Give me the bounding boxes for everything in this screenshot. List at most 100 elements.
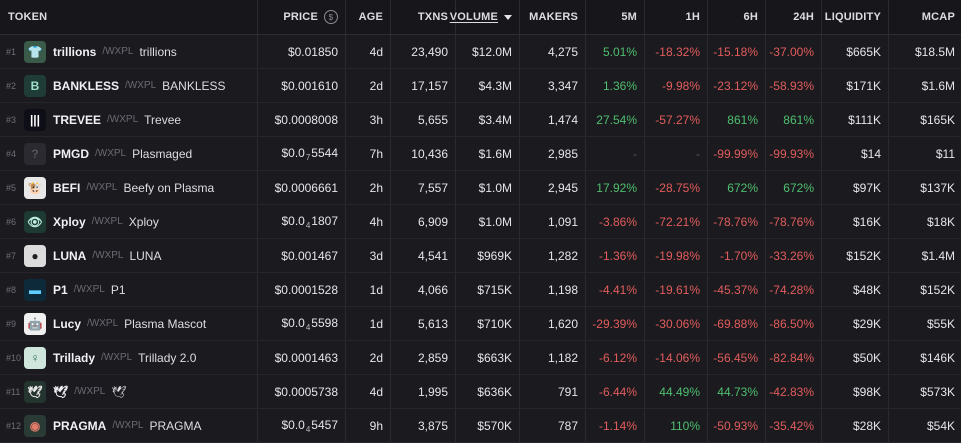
token-name: trillions (139, 44, 177, 59)
volume-cell: $710K (456, 307, 520, 340)
header-txns[interactable]: TXNS (391, 0, 456, 34)
table-row[interactable]: #4 ? PMGD /WXPL Plasmaged $0.075544 7h 1… (0, 137, 961, 171)
price-cell: $0.075544 (258, 137, 346, 170)
token-cell[interactable]: #2 B BANKLESS /WXPL BANKLESS (0, 69, 258, 102)
volume-cell: $969K (456, 239, 520, 272)
cow-icon: 🐮 (24, 176, 46, 199)
change-1h-cell: -19.98% (645, 239, 708, 272)
change-1h-cell: -14.06% (645, 341, 708, 374)
token-cell[interactable]: #3 ||| TREVEE /WXPL Trevee (0, 103, 258, 136)
price-tail: 1807 (311, 213, 338, 228)
change-5m-cell: 1.36% (586, 69, 645, 102)
price-value: $0.0006661 (274, 180, 338, 195)
token-cell[interactable]: #12 ◉ PRAGMA /WXPL PRAGMA (0, 409, 258, 442)
header-price[interactable]: PRICE $ (258, 0, 346, 34)
rank: #12 (6, 420, 22, 431)
token-symbol: trillions (53, 44, 97, 59)
table-row[interactable]: #3 ||| TREVEE /WXPL Trevee $0.0008008 3h… (0, 103, 961, 137)
token-cell[interactable]: #11 🕊 🕊 /WXPL 🕊 (0, 375, 258, 408)
makers-cell: 1,091 (520, 205, 586, 238)
token-pair: /WXPL (73, 284, 105, 295)
table-row[interactable]: #5 🐮 BEFI /WXPL Beefy on Plasma $0.00066… (0, 171, 961, 205)
token-cell[interactable]: #10 ♀ Trillady /WXPL Trillady 2.0 (0, 341, 258, 374)
price-cell: $0.045598 (258, 307, 346, 340)
liquidity-cell: $98K (822, 375, 889, 408)
table-row[interactable]: #2 B BANKLESS /WXPL BANKLESS $0.001610 2… (0, 69, 961, 103)
liquidity-cell: $97K (822, 171, 889, 204)
header-makers[interactable]: MAKERS (520, 0, 586, 34)
price-tail: 5544 (311, 145, 338, 160)
dove-icon: 🕊 (24, 380, 46, 403)
table-row[interactable]: #10 ♀ Trillady /WXPL Trillady 2.0 $0.000… (0, 341, 961, 375)
header-token[interactable]: TOKEN (0, 0, 258, 34)
header-volume[interactable]: VOLUME (450, 0, 520, 34)
price-value: $0.0001528 (274, 282, 338, 297)
token-symbol: BANKLESS (53, 78, 120, 93)
pragma-circle-icon: ◉ (24, 414, 46, 437)
mcap-cell: $146K (920, 350, 955, 365)
token-symbol: TREVEE (53, 112, 102, 127)
change-6h-cell: -78.76% (708, 205, 766, 238)
token-symbol: Lucy (53, 316, 82, 331)
age-cell: 9h (346, 409, 391, 442)
price-zero-count: 7 (305, 152, 311, 162)
txns-cell: 23,490 (391, 35, 456, 68)
token-cell[interactable]: #1 👕 trillions /WXPL trillions (0, 35, 258, 68)
txns-cell: 2,859 (391, 341, 456, 374)
mcap-cell: $18K (926, 214, 955, 229)
token-cell[interactable]: #9 🤖 Lucy /WXPL Plasma Mascot (0, 307, 258, 340)
header-24h[interactable]: 24H (766, 0, 822, 34)
token-pair: /WXPL (112, 420, 144, 431)
token-pair: /WXPL (95, 148, 127, 159)
change-24h-cell: -74.28% (766, 273, 822, 306)
token-symbol: PMGD (53, 146, 89, 161)
token-cell[interactable]: #4 ? PMGD /WXPL Plasmaged (0, 137, 258, 170)
token-cell[interactable]: #7 ● LUNA /WXPL LUNA (0, 239, 258, 272)
makers-cell: 1,620 (520, 307, 586, 340)
change-24h-cell: -58.93% (766, 69, 822, 102)
token-cell[interactable]: #5 🐮 BEFI /WXPL Beefy on Plasma (0, 171, 258, 204)
token-cell[interactable]: #6 👁 Xploy /WXPL Xploy (0, 205, 258, 238)
header-5m[interactable]: 5M (586, 0, 645, 34)
table-row[interactable]: #9 🤖 Lucy /WXPL Plasma Mascot $0.045598 … (0, 307, 961, 341)
change-6h-cell: -15.18% (708, 35, 766, 68)
change-6h-cell: 44.73% (708, 375, 766, 408)
price-main: $0.0 (281, 145, 305, 160)
mcap-cell: $18.5M (914, 44, 955, 59)
txns-cell: 4,541 (391, 239, 456, 272)
change-24h-cell: -33.26% (766, 239, 822, 272)
header-age[interactable]: AGE (346, 0, 391, 34)
tshirt-icon: 👕 (24, 40, 46, 63)
table-row[interactable]: #11 🕊 🕊 /WXPL 🕊 $0.0005738 4d 1,995 $636… (0, 375, 961, 409)
table-row[interactable]: #12 ◉ PRAGMA /WXPL PRAGMA $0.045457 9h 3… (0, 409, 961, 443)
dollar-circle-icon[interactable]: $ (324, 10, 338, 24)
age-cell: 2h (346, 171, 391, 204)
age-cell: 4d (346, 35, 391, 68)
change-24h-cell: -86.50% (766, 307, 822, 340)
change-1h-cell: 110% (645, 409, 708, 442)
change-6h-cell: -99.99% (708, 137, 766, 170)
mcap-cell: $165K (920, 112, 955, 127)
age-cell: 3h (346, 103, 391, 136)
header-mcap[interactable]: MCAP (921, 11, 955, 23)
change-5m-cell: -6.44% (586, 375, 645, 408)
table-row[interactable]: #6 👁 Xploy /WXPL Xploy $0.041807 4h 6,90… (0, 205, 961, 239)
bankless-b-icon: B (24, 74, 46, 97)
makers-cell: 1,182 (520, 341, 586, 374)
change-1h-cell: -72.21% (645, 205, 708, 238)
table-row[interactable]: #1 👕 trillions /WXPL trillions $0.01850 … (0, 35, 961, 69)
token-name: PRAGMA (149, 418, 202, 433)
token-cell[interactable]: #8 ▬ P1 /WXPL P1 (0, 273, 258, 306)
price-zero-count: 4 (305, 220, 311, 230)
header-1h[interactable]: 1H (645, 0, 708, 34)
change-6h-cell: -69.88% (708, 307, 766, 340)
volume-cell: $570K (456, 409, 520, 442)
table-row[interactable]: #8 ▬ P1 /WXPL P1 $0.0001528 1d 4,066 $71… (0, 273, 961, 307)
table-row[interactable]: #7 ● LUNA /WXPL LUNA $0.001467 3d 4,541 … (0, 239, 961, 273)
lady-avatar-icon: ♀ (24, 346, 46, 369)
change-5m-cell: -1.36% (586, 239, 645, 272)
token-pair: /WXPL (107, 114, 139, 125)
header-6h[interactable]: 6H (708, 0, 766, 34)
header-liquidity[interactable]: LIQUIDITY (822, 0, 889, 34)
